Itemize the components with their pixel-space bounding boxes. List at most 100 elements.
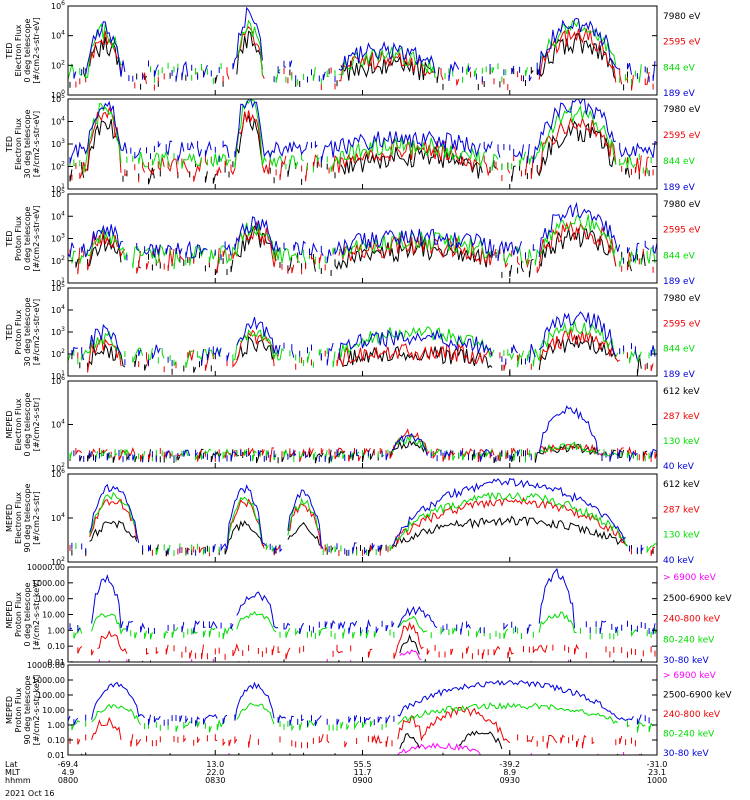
- y-tick-label: 104: [51, 210, 65, 221]
- y-tick-label: 10000.00: [27, 563, 65, 572]
- y-tick-label: 101: [51, 370, 65, 381]
- series-line-40-kev: [73, 405, 658, 463]
- series-line-2595-ev: [67, 329, 658, 373]
- y-axis-label: TED: [5, 42, 14, 59]
- legend-entry: 80-240 keV: [663, 730, 715, 740]
- legend-entry: 2595 eV: [663, 226, 701, 236]
- legend-entry: 2500-6900 keV: [663, 594, 732, 604]
- y-tick-label: 1.00: [47, 721, 65, 730]
- y-tick-label: 102: [51, 556, 65, 567]
- y-axis-label: MEPED: [5, 601, 14, 629]
- series-line-240-800-kev: [77, 621, 656, 660]
- x-tick-label: -39.2: [499, 760, 520, 769]
- y-axis-label: MEPED: [5, 504, 14, 532]
- series-line-2500-6900-kev: [81, 730, 658, 755]
- legend-entry: 130 keV: [663, 531, 700, 541]
- legend-entry: 189 eV: [663, 370, 696, 380]
- y-axis-label: Proton Flux: [14, 309, 23, 354]
- x-tick-label: 22.0: [206, 768, 224, 777]
- panel-6: 102 104 106 MEPED Electron Flux 90 deg telesc…: [5, 468, 700, 567]
- y-tick-label: 102: [51, 255, 65, 266]
- y-axis-label: [#/cm2-s-str-eV]: [32, 111, 41, 177]
- legend-entry: > 6900 keV: [663, 573, 717, 583]
- y-tick-label: 104: [51, 304, 65, 315]
- x-axis: Lat -69.4 13.0 55.5 -39.2 -31.0 MLT 4.9 22.0 11.7…: [5, 90, 667, 798]
- y-tick-label: 1000.00: [32, 676, 65, 685]
- series-line--6900-kev: [126, 742, 640, 756]
- y-axis-label: [#/cm2-s-str]: [32, 398, 41, 451]
- y-tick-label: 103: [51, 326, 65, 337]
- y-tick-label: 106: [51, 468, 65, 479]
- legend-entry: 2500-6900 keV: [663, 691, 732, 701]
- y-axis-label: [#/cm2-s-str-eV]: [32, 299, 41, 365]
- legend-entry: 7980 eV: [663, 200, 701, 210]
- y-axis-label: 90 deg telescope: [23, 675, 32, 744]
- panel-frame: [67, 98, 658, 190]
- x-tick-label: -31.0: [647, 760, 668, 769]
- y-axis-label: 30 deg telescope: [23, 109, 32, 178]
- y-tick-label: 104: [51, 419, 65, 430]
- y-axis-label: 0 deg telescope: [23, 206, 32, 270]
- y-tick-label: 104: [51, 512, 65, 523]
- y-tick-label: 100.00: [37, 691, 65, 700]
- y-tick-label: 102: [51, 348, 65, 359]
- y-tick-label: 0.01: [47, 658, 65, 667]
- legend-entry: 2595 eV: [663, 38, 701, 48]
- series-line-612-kev: [69, 438, 658, 464]
- y-tick-label: 104: [51, 30, 65, 41]
- y-axis-label: TED: [5, 324, 14, 341]
- legend-entry: 7980 eV: [663, 294, 701, 304]
- y-tick-label: 103: [51, 233, 65, 244]
- legend-entry: 2595 eV: [663, 131, 701, 141]
- panel-4: 101 102 103 104 105 TED Proton Flux 30 deg tele…: [5, 282, 701, 381]
- y-tick-label: 105: [51, 188, 65, 199]
- y-tick-label: 103: [51, 138, 65, 149]
- y-tick-label: 102: [51, 161, 65, 172]
- series-line-40-kev: [67, 477, 658, 556]
- panel-2: 101 102 103 104 105 TED Electron Flux 30 deg te…: [5, 93, 701, 194]
- legend-entry: 7980 eV: [663, 105, 701, 115]
- y-tick-label: 105: [51, 93, 65, 104]
- y-tick-label: 0.10: [47, 642, 65, 651]
- y-tick-label: 105: [51, 282, 65, 293]
- series-line-2595-ev: [69, 220, 658, 275]
- series-line-240-800-kev: [69, 706, 658, 749]
- y-axis-label: Proton Flux: [14, 687, 23, 732]
- legend-entry: 189 eV: [663, 89, 696, 99]
- y-tick-label: 10000.00: [27, 661, 65, 670]
- y-axis-label: [#/cm2-s-str-keV]: [32, 675, 41, 746]
- legend-entry: 189 eV: [663, 277, 696, 287]
- series-line-189-ev: [67, 201, 658, 264]
- y-axis-label: Electron Flux: [14, 24, 23, 76]
- y-axis-label: MEPED: [5, 696, 14, 724]
- x-row-label: MLT: [5, 768, 20, 777]
- legend-entry: 612 keV: [663, 480, 700, 490]
- y-tick-label: 1.00: [47, 626, 65, 635]
- series-line-7980-ev: [75, 225, 646, 278]
- legend-entry: > 6900 keV: [663, 671, 717, 681]
- panel-3: 101 102 103 104 105 TED Proton Flux 0 deg teles…: [5, 188, 701, 288]
- legend-entry: 40 keV: [663, 556, 695, 566]
- y-tick-label: 102: [51, 462, 65, 473]
- y-axis-label: Electron Flux: [14, 118, 23, 170]
- series-line-80-240-kev: [73, 610, 658, 640]
- y-tick-label: 100.00: [37, 595, 65, 604]
- legend-entry: 189 eV: [663, 183, 696, 193]
- legend-entry: 287 keV: [663, 505, 700, 515]
- legend-entry: 240-800 keV: [663, 710, 721, 720]
- y-tick-label: 104: [51, 116, 65, 127]
- series-line-287-kev: [69, 496, 656, 557]
- x-tick-label: 0900: [352, 776, 372, 785]
- y-axis-label: MEPED: [5, 411, 14, 439]
- x-tick-label: 13.0: [206, 760, 224, 769]
- x-tick-label: 55.5: [354, 760, 372, 769]
- y-axis-label: TED: [5, 136, 14, 153]
- legend-entry: 844 eV: [663, 345, 696, 355]
- legend-entry: 612 keV: [663, 387, 700, 397]
- legend-entry: 30-80 keV: [663, 656, 709, 666]
- series-line-130-kev: [67, 491, 658, 557]
- y-tick-label: 101: [51, 183, 65, 194]
- y-tick-label: 106: [51, 375, 65, 386]
